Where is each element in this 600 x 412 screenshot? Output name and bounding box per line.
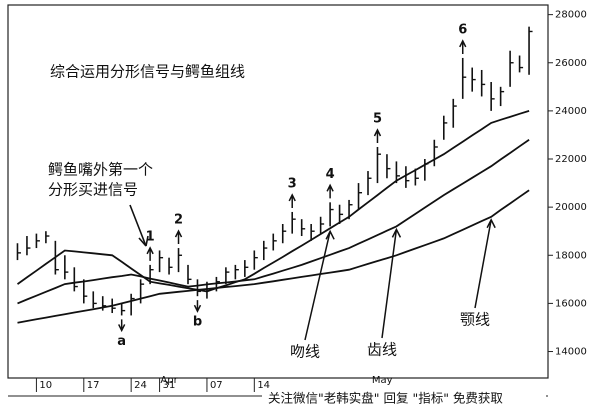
fractal-label: a <box>117 334 126 349</box>
annotation: 鳄鱼嘴外第一个 <box>48 161 153 179</box>
fractal-arrow <box>193 300 202 313</box>
label-arrow <box>304 229 335 341</box>
fractal-label: 5 <box>373 111 382 126</box>
fractal-label: 4 <box>326 167 335 182</box>
legend-label: 吻线 <box>290 343 320 361</box>
alligator-line <box>16 110 530 293</box>
chart-title: 综合运用分形信号与鳄鱼组线 <box>50 63 245 81</box>
fractal-arrow <box>174 229 183 245</box>
legend-label: 齿线 <box>367 341 397 359</box>
x-tick-label: 24 <box>134 380 147 391</box>
y-tick-label: 16000 <box>555 298 587 309</box>
fractal-arrow <box>459 39 467 54</box>
fractal-arrow <box>326 183 334 199</box>
x-tick-label: 10 <box>39 380 52 391</box>
x-tick-label: 31 <box>163 380 176 391</box>
fractal-arrow <box>288 193 296 208</box>
annotation-arrow <box>129 204 147 247</box>
y-tick-label: 14000 <box>555 347 587 358</box>
x-tick-label: 17 <box>87 380 100 391</box>
fractal-label: 1 <box>146 229 155 244</box>
annotation-arrowhead <box>138 235 149 247</box>
fractal-arrow <box>373 128 382 143</box>
x-tick-label: 14 <box>257 380 270 391</box>
y-tick-label: 24000 <box>555 106 587 117</box>
fractal-label: b <box>193 315 202 330</box>
watermark: 关注微信"老韩实盘" 回复 "指标" 免费获取 <box>268 391 503 406</box>
annotation: 分形买进信号 <box>48 181 138 199</box>
month-label: May <box>372 375 393 386</box>
fractal-label: 6 <box>458 22 467 37</box>
y-tick-label: 18000 <box>555 250 587 261</box>
fractal-label: 2 <box>174 213 183 228</box>
fractal-arrow <box>118 319 126 333</box>
fractal-label: 3 <box>288 176 297 191</box>
label-arrow <box>474 218 496 309</box>
x-tick-label: 07 <box>210 380 223 391</box>
legend-label: 颚线 <box>460 311 490 329</box>
y-tick-label: 28000 <box>555 10 587 21</box>
fractal-arrow <box>146 246 154 261</box>
watermark-bg <box>262 388 546 410</box>
y-tick-label: 22000 <box>555 154 587 165</box>
alligator-line <box>17 139 530 305</box>
label-arrow <box>381 227 402 339</box>
plot-frame <box>7 4 549 379</box>
y-tick-label: 26000 <box>555 58 587 69</box>
month-label: Apr <box>160 375 178 386</box>
y-tick-label: 20000 <box>555 202 587 213</box>
